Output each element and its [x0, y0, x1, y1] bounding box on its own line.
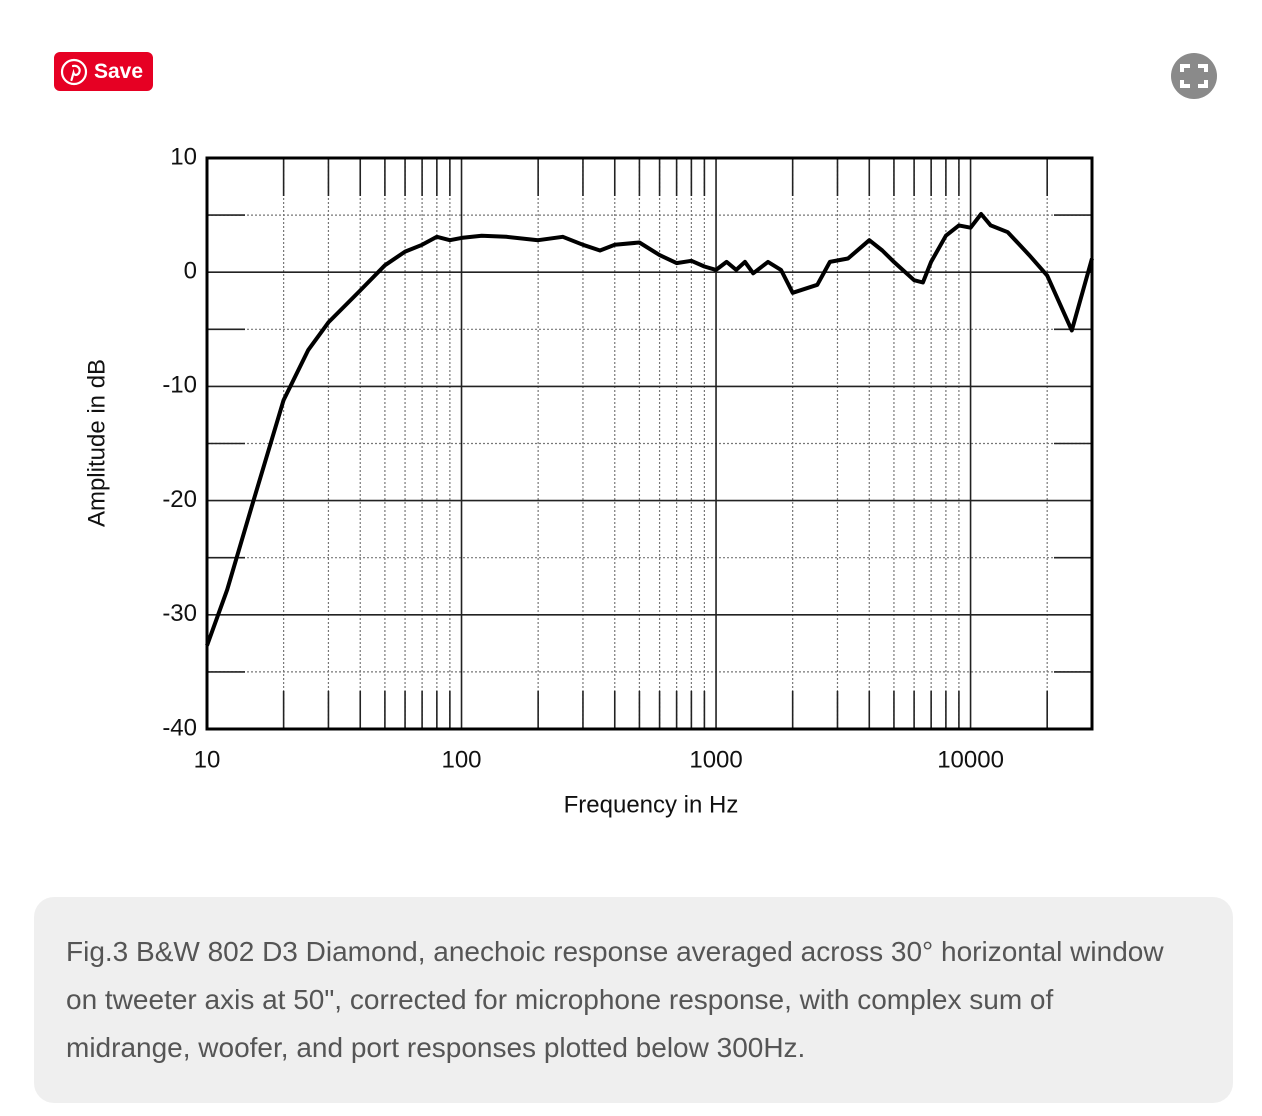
y-tick-label: -10 [162, 372, 197, 399]
y-tick-label: -40 [162, 714, 197, 741]
save-label[interactable]: Save [94, 60, 144, 83]
plot-frame [205, 156, 1094, 731]
y-tick-label: -30 [162, 600, 197, 627]
chart: Frequency in Hz Amplitude in dB 10 100 100… [83, 143, 1094, 818]
caption-box: Fig.3 B&W 802 D3 Diamond, anechoic respo… [34, 897, 1233, 1103]
save-button[interactable]: Save [54, 52, 153, 91]
x-tick-label: 1000 [689, 746, 742, 773]
y-tick-label: 0 [184, 258, 197, 285]
pin-icon [60, 58, 88, 86]
y-tick-label: 10 [170, 143, 197, 170]
response-line [205, 212, 1094, 647]
x-tick-label: 10000 [937, 746, 1004, 773]
caption: Fig.3 B&W 802 D3 Diamond, anechoic respo… [66, 936, 1164, 1063]
y-tick-label: -20 [162, 486, 197, 513]
x-tick-label: 100 [441, 746, 481, 773]
x-tick-label: 10 [194, 746, 221, 773]
y-axis-label: Amplitude in dB [83, 359, 110, 527]
x-axis-label: Frequency in Hz [564, 791, 739, 818]
